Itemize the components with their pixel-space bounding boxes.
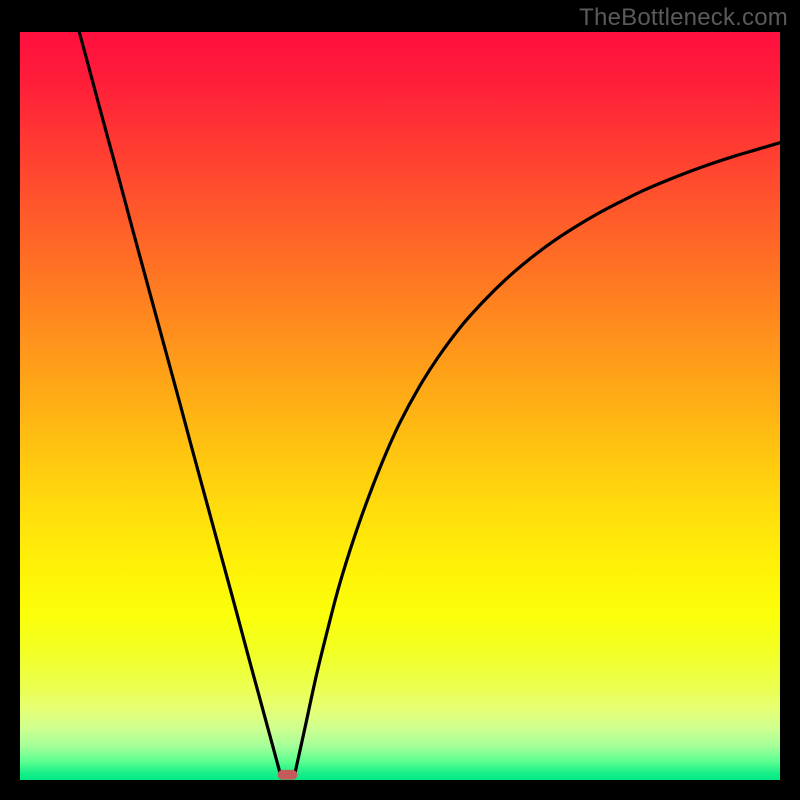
watermark-text: TheBottleneck.com	[579, 4, 788, 32]
chart-svg	[0, 0, 800, 800]
plot-area	[20, 32, 780, 780]
chart-container: TheBottleneck.com	[0, 0, 800, 800]
marker-valley_marker	[278, 770, 298, 780]
